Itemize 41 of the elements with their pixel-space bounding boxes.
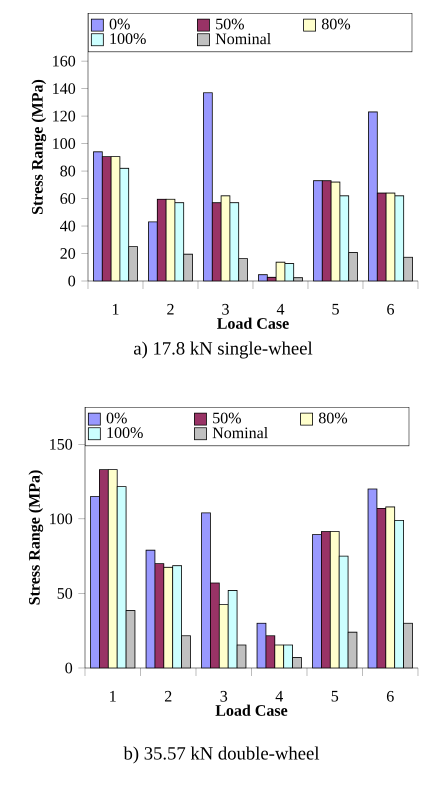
x-tick-label: 3 <box>222 304 229 315</box>
x-axis-title: Load Case <box>217 318 289 329</box>
legend-label: 100% <box>107 427 143 438</box>
legend-label: 80% <box>318 412 348 424</box>
x-tick-label: 4 <box>276 690 283 702</box>
x-tick-label: 2 <box>164 690 172 702</box>
text: b) 35.57 kN double-wheel <box>124 746 320 764</box>
text: a) 17.8 kN single-wheel <box>134 341 312 358</box>
y-tick-label: 140 <box>53 83 76 94</box>
y-axis-title: Stress Range (MPa) <box>28 470 44 604</box>
x-tick-label: 6 <box>386 690 394 702</box>
y-tick-label: 20 <box>60 248 76 259</box>
y-tick-label: 60 <box>60 193 76 204</box>
legend-label: 80% <box>322 18 350 30</box>
y-tick-label: 120 <box>53 110 76 122</box>
y-tick-label: 80 <box>60 166 76 176</box>
y-axis-title: Stress Range (MPa) <box>32 80 46 214</box>
legend-label: 0% <box>110 18 130 30</box>
x-tick-label: 5 <box>332 304 339 315</box>
x-tick-label: 1 <box>110 690 116 702</box>
y-tick-label: 160 <box>53 56 76 66</box>
legend-label: 0% <box>106 412 127 424</box>
legend-label: Nominal <box>212 426 268 438</box>
y-tick-label: 0 <box>68 276 76 286</box>
legend-label: Nominal <box>216 32 271 44</box>
legend-label: 50% <box>213 412 241 424</box>
y-tick-label: 100 <box>53 138 76 149</box>
x-tick-label: 1 <box>112 304 119 314</box>
legend-label: 50% <box>216 18 244 30</box>
x-tick-label: 4 <box>276 304 284 314</box>
y-tick-label: 50 <box>58 588 72 599</box>
x-tick-label: 6 <box>387 304 394 315</box>
y-tick-label: 150 <box>50 438 72 450</box>
x-tick-label: 3 <box>220 690 228 702</box>
y-tick-label: 100 <box>50 513 72 524</box>
x-tick-label: 2 <box>167 304 174 315</box>
y-tick-label: 0 <box>65 662 72 674</box>
legend-label: 100% <box>110 33 146 44</box>
y-tick-label: 40 <box>60 220 76 232</box>
x-tick-label: 5 <box>332 690 338 702</box>
x-axis-title: Load Case <box>216 704 288 716</box>
